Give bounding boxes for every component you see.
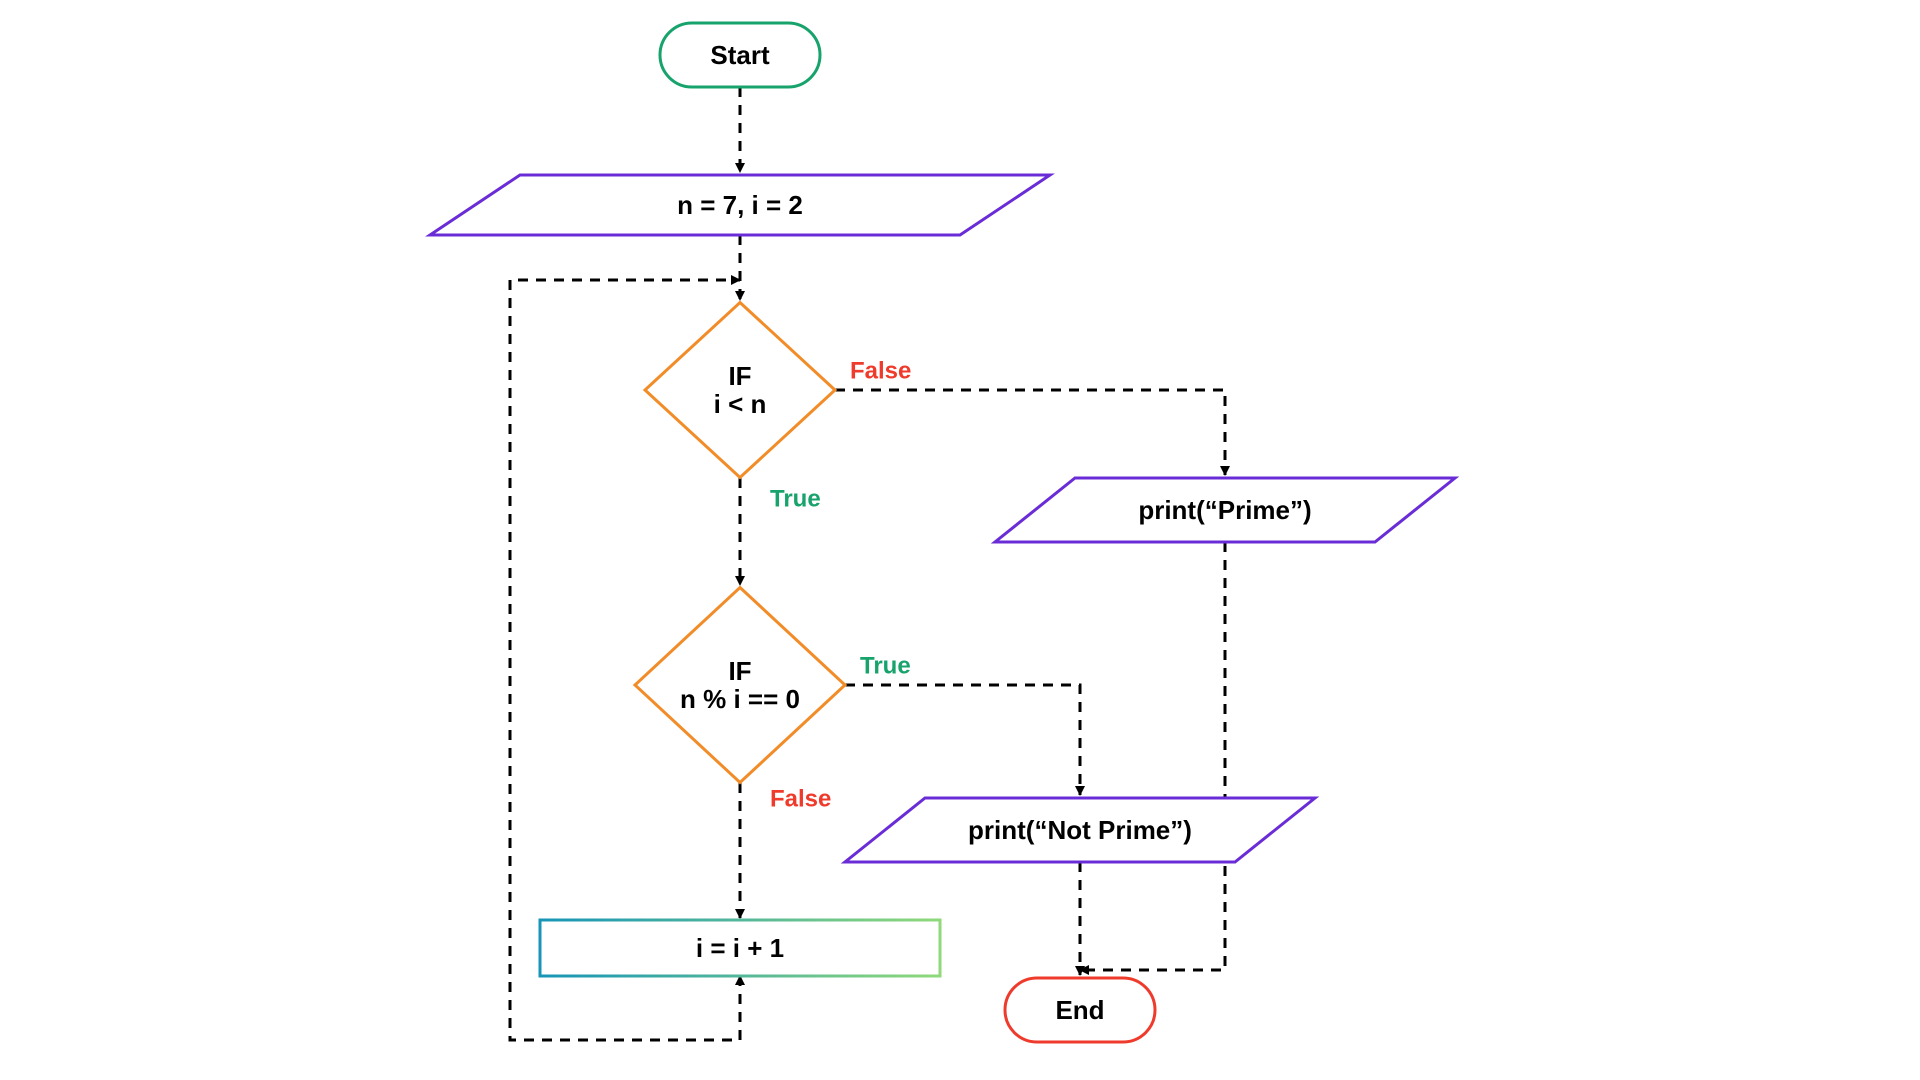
node-label: End: [1055, 995, 1104, 1025]
edge-label-e-dec1-dec2: True: [770, 485, 821, 512]
nodes-group: Startn = 7, i = 2IFi < nIFn % i == 0prin…: [430, 23, 1455, 1042]
edge-label-e-dec2-notprime: True: [860, 652, 911, 679]
node-dec2: IFn % i == 0: [635, 588, 845, 783]
edge-label-e-dec2-incr: False: [770, 785, 831, 812]
node-notprime: print(“Not Prime”): [845, 798, 1315, 862]
node-init: n = 7, i = 2: [430, 175, 1050, 235]
edge-label-e-dec1-prime: False: [850, 357, 911, 384]
node-label: IF: [728, 361, 751, 391]
edge-e-dec1-prime: [835, 390, 1225, 475]
flowchart-canvas: TrueFalseFalseTrueStartn = 7, i = 2IFi <…: [0, 0, 1920, 1080]
node-end: End: [1005, 978, 1155, 1042]
edge-e-dec2-notprime: [845, 685, 1080, 795]
node-label: print(“Not Prime”): [968, 815, 1192, 845]
node-start: Start: [660, 23, 820, 87]
node-label: Start: [710, 40, 770, 70]
node-label: i = i + 1: [696, 933, 784, 963]
node-label: print(“Prime”): [1138, 495, 1311, 525]
node-dec1: IFi < n: [645, 303, 835, 478]
node-label: n = 7, i = 2: [677, 190, 803, 220]
node-incr: i = i + 1: [540, 920, 940, 976]
node-label: n % i == 0: [680, 684, 800, 714]
node-label: IF: [728, 656, 751, 686]
node-label: i < n: [714, 389, 767, 419]
node-prime: print(“Prime”): [995, 478, 1455, 542]
edge-e-prime-end: [1080, 542, 1225, 970]
